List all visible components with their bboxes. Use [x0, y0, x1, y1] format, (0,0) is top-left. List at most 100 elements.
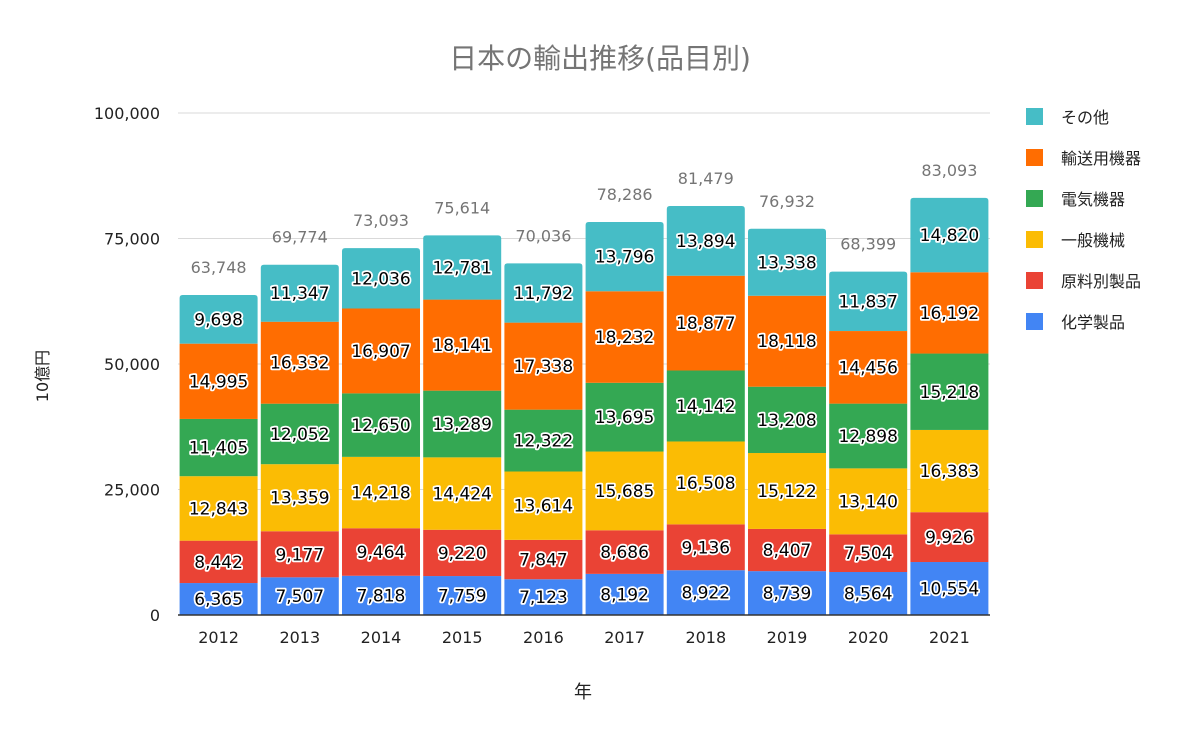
- total-label: 69,774: [272, 228, 328, 247]
- bar-segment: [829, 403, 908, 469]
- bar-segment: [666, 205, 745, 276]
- y-tick-label: 50,000: [104, 355, 160, 374]
- legend-label: 原料別製品: [1061, 272, 1141, 291]
- data-label: 8,407: [763, 541, 812, 561]
- bar-segment: [666, 275, 745, 371]
- bar-segment: [748, 571, 826, 615]
- bar-segment: [748, 386, 826, 454]
- data-label: 12,650: [351, 416, 410, 436]
- data-label: 14,142: [676, 397, 735, 417]
- data-label: 12,781: [432, 258, 491, 278]
- total-label: 63,748: [191, 258, 247, 277]
- legend-swatch: [1026, 272, 1043, 289]
- bar-segment: [829, 331, 908, 404]
- data-label: 11,347: [270, 284, 329, 304]
- bar-segment: [829, 468, 908, 535]
- bar-segment: [666, 441, 745, 525]
- y-tick-label: 0: [150, 606, 160, 625]
- x-tick-label: 2015: [442, 628, 483, 647]
- bar-segment: [423, 576, 502, 615]
- x-tick-label: 2012: [198, 628, 239, 647]
- data-label: 13,140: [838, 492, 897, 512]
- x-tick-label: 2021: [929, 628, 970, 647]
- legend-label: 化学製品: [1061, 313, 1125, 332]
- bar-segment: [829, 271, 908, 332]
- data-label: 13,695: [595, 408, 654, 428]
- bar-segment: [179, 343, 258, 419]
- data-label: 13,894: [676, 232, 735, 252]
- legend-label: 電気機器: [1061, 190, 1125, 209]
- data-labels: 6,365 8,442 12,843 11,405 14,995 9,698 63,748 7…: [187, 161, 981, 612]
- bar-segment: [179, 418, 258, 477]
- legend-swatch: [1026, 190, 1043, 207]
- y-tick-label: 100,000: [94, 104, 160, 123]
- data-label: 15,218: [920, 383, 979, 403]
- bar-segment: [342, 575, 420, 615]
- x-tick-label: 2017: [604, 628, 645, 647]
- data-label: 7,123: [519, 588, 568, 608]
- bar-segment: [910, 512, 989, 563]
- bar-segment: [423, 457, 502, 530]
- data-label: 9,220: [438, 544, 487, 564]
- data-label: 9,177: [275, 545, 324, 565]
- data-label: 17,338: [514, 357, 573, 377]
- bar-segment: [585, 451, 664, 531]
- data-label: 7,759: [438, 587, 487, 607]
- bar-segment: [910, 562, 989, 615]
- total-label: 76,932: [759, 192, 815, 211]
- total-label: 73,093: [353, 211, 409, 230]
- bar-segment: [910, 353, 989, 430]
- data-label: 12,898: [838, 427, 897, 447]
- x-tick-label: 2020: [848, 628, 889, 647]
- bar-segment: [504, 409, 583, 472]
- data-label: 8,564: [844, 585, 893, 605]
- data-label: 8,192: [600, 585, 649, 605]
- x-tick-label: 2018: [685, 628, 726, 647]
- data-label: 13,359: [270, 489, 329, 509]
- data-label: 14,820: [920, 226, 979, 246]
- y-tick-label: 25,000: [104, 481, 160, 500]
- bar-segment: [829, 534, 908, 573]
- data-label: 13,289: [432, 415, 491, 435]
- bar-segment: [504, 579, 583, 615]
- bar-segment: [423, 235, 502, 300]
- data-label: 16,332: [270, 354, 329, 374]
- data-label: 13,208: [757, 411, 816, 431]
- data-label: 16,907: [351, 342, 410, 362]
- bar-segment: [342, 528, 420, 576]
- data-label: 12,036: [351, 269, 410, 289]
- x-tick-label: 2013: [279, 628, 320, 647]
- data-label: 11,792: [514, 284, 573, 304]
- bar-segment: [585, 222, 664, 292]
- bar-segment: [748, 453, 826, 529]
- bar-segment: [748, 295, 826, 387]
- bar-segment: [504, 471, 583, 540]
- data-label: 9,698: [194, 310, 243, 330]
- data-label: 14,218: [351, 484, 410, 504]
- y-tick-label: 75,000: [104, 230, 160, 249]
- data-label: 9,926: [925, 528, 974, 548]
- total-label: 68,399: [840, 235, 896, 254]
- data-label: 11,405: [189, 439, 248, 459]
- bar-segment: [179, 583, 258, 615]
- data-label: 16,192: [920, 304, 979, 324]
- bar-segment: [666, 370, 745, 442]
- x-axis-title: 年: [574, 682, 592, 703]
- bar-segment: [910, 429, 989, 513]
- data-label: 13,796: [595, 248, 654, 268]
- data-label: 16,508: [676, 474, 735, 494]
- data-label: 7,507: [275, 587, 324, 607]
- bar-segment: [504, 539, 583, 580]
- legend-label: 一般機械: [1061, 231, 1125, 250]
- legend-swatch: [1026, 313, 1043, 330]
- data-label: 10,554: [920, 580, 979, 600]
- data-label: 6,365: [194, 590, 243, 610]
- bar-segment: [504, 322, 583, 410]
- data-label: 18,118: [757, 332, 816, 352]
- data-label: 8,686: [600, 543, 649, 563]
- bar-segment: [748, 228, 826, 296]
- bar-segment: [585, 573, 664, 615]
